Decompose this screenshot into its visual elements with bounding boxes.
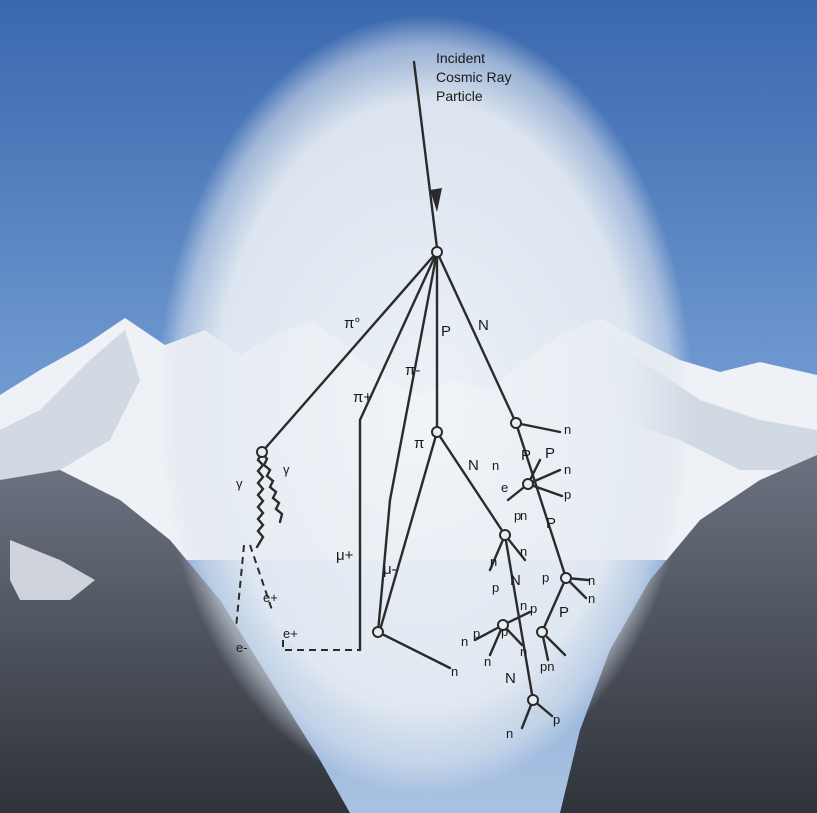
label-n-7: n xyxy=(588,573,595,588)
vertex-right xyxy=(560,572,572,584)
track-e-minus xyxy=(235,544,245,629)
track-N-right xyxy=(514,421,568,580)
label-gamma-1: γ xyxy=(236,476,243,491)
label-p-4: p xyxy=(514,508,521,523)
label-N-2: N xyxy=(468,457,479,474)
track-pi-minus xyxy=(388,250,439,502)
particle-tracks xyxy=(235,60,590,730)
vertex-low-right xyxy=(536,626,548,638)
label-p-7: p xyxy=(542,570,549,585)
incident-track xyxy=(412,60,439,250)
track-star-b xyxy=(526,482,564,498)
title-line-1: Incident xyxy=(436,50,485,66)
label-pi-plus: π+ xyxy=(353,389,372,406)
track-mid-a xyxy=(488,533,507,572)
label-e-3: e xyxy=(501,480,508,495)
label-n-8: n xyxy=(588,591,595,606)
label-n-5: n xyxy=(520,544,527,559)
label-n-11: n xyxy=(484,654,491,669)
vertex-bottom xyxy=(527,694,539,706)
label-gamma-2: γ xyxy=(283,462,290,477)
highlight-oval xyxy=(157,15,693,795)
label-pi-minus: π- xyxy=(405,362,420,379)
snow-patch xyxy=(10,540,95,600)
diagram-title: Incident Cosmic Ray Particle xyxy=(436,50,515,104)
label-mu-plus: μ+ xyxy=(336,547,354,564)
label-mu-minus: μ- xyxy=(383,561,397,578)
track-n-bottom xyxy=(376,630,452,670)
track-e-plus-2 xyxy=(282,640,360,651)
dark-slope-left xyxy=(0,470,350,813)
vertex-N xyxy=(510,417,522,429)
label-N-4: N xyxy=(505,670,516,687)
dark-slope-right xyxy=(560,455,817,813)
label-n-9: n xyxy=(520,598,527,613)
label-e-plus-2: e+ xyxy=(283,626,298,641)
particle-labels: π° π- π+ P N π γ γ μ+ μ- e+ e- e+ n P P … xyxy=(236,315,595,741)
title-line-2: Cosmic Ray xyxy=(436,69,511,85)
track-gamma-left xyxy=(255,450,265,549)
label-n-3: n xyxy=(564,462,571,477)
label-pi0: π° xyxy=(344,315,360,332)
label-p-2: P xyxy=(545,445,555,462)
title-line-3: Particle xyxy=(436,88,483,104)
label-p-12: p xyxy=(553,712,560,727)
label-e-plus: e+ xyxy=(263,590,278,605)
label-p-11: p xyxy=(501,624,508,639)
label-p-5: P xyxy=(546,515,556,532)
label-p-1: P xyxy=(521,447,531,464)
label-p: P xyxy=(441,323,451,340)
track-gamma-right xyxy=(260,450,284,524)
label-n-1: n xyxy=(564,422,571,437)
vertices xyxy=(256,246,572,706)
vertex-low xyxy=(497,619,509,631)
label-p-6: p xyxy=(492,580,499,595)
track-pi-to-mu xyxy=(378,430,439,632)
track-pi0 xyxy=(260,250,439,454)
track-N xyxy=(435,250,518,425)
vertex-primary xyxy=(431,246,443,258)
label-n-10: n xyxy=(461,634,468,649)
label-p-3: p xyxy=(564,487,571,502)
track-mu-minus xyxy=(376,498,392,634)
vertex-star xyxy=(522,478,534,490)
label-n-2: n xyxy=(492,458,499,473)
vertex-pi0 xyxy=(256,446,268,458)
label-n-14: n xyxy=(451,664,458,679)
label-N: N xyxy=(478,317,489,334)
incident-arrow-icon xyxy=(430,188,442,212)
vertex-mid xyxy=(499,529,511,541)
vertex-pi xyxy=(431,426,443,438)
label-N-3: N xyxy=(510,572,521,589)
label-n-12: n xyxy=(520,644,527,659)
label-p-9: p xyxy=(530,601,537,616)
label-e-minus: e- xyxy=(236,640,248,655)
label-n-6: n xyxy=(490,554,497,569)
label-pn: pn xyxy=(540,659,554,674)
vertex-mu xyxy=(372,626,384,638)
track-pi-plus xyxy=(358,250,439,422)
track-n-top xyxy=(514,421,562,434)
label-p-8: P xyxy=(559,604,569,621)
label-n-4: n xyxy=(520,508,527,523)
label-p-10: p xyxy=(473,626,480,641)
label-pi: π xyxy=(414,435,424,452)
track-p-N xyxy=(435,430,507,537)
track-right-b xyxy=(540,576,568,634)
label-n-13: n xyxy=(506,726,513,741)
